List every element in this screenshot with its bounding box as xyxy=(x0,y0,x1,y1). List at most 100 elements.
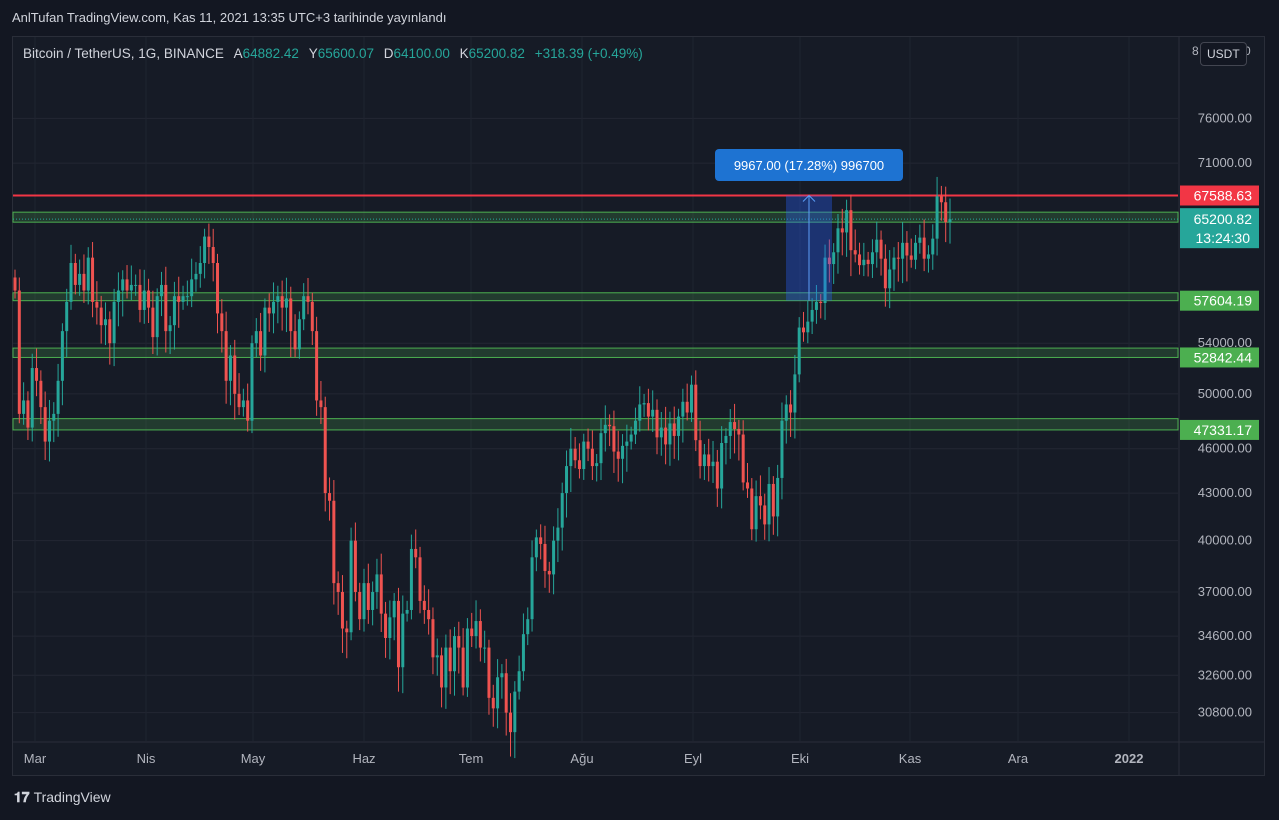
candle-body xyxy=(888,269,892,289)
zone-price-label: 47331.17 xyxy=(1194,422,1253,438)
candle-body xyxy=(875,239,879,253)
support-zone xyxy=(12,418,1179,431)
candle-body xyxy=(694,384,698,441)
candle-body xyxy=(362,583,366,620)
tradingview-logo-icon: 𝟏𝟕 xyxy=(14,789,30,805)
y-tick-label: 30800.00 xyxy=(1198,705,1252,720)
candle-body xyxy=(668,423,672,445)
support-zones xyxy=(12,194,1179,431)
candle-body xyxy=(392,600,396,618)
candle-body xyxy=(728,422,732,436)
candle-body xyxy=(422,600,426,610)
candle-body xyxy=(948,219,952,223)
candle-body xyxy=(599,433,603,464)
candle-body xyxy=(116,290,120,302)
candle-body xyxy=(340,591,344,629)
candle-body xyxy=(629,434,633,442)
candle-body xyxy=(858,254,862,266)
candle-body xyxy=(556,527,560,541)
candle-body xyxy=(349,540,353,633)
candle-body xyxy=(241,400,245,408)
candle-body xyxy=(651,409,655,417)
candle-body xyxy=(280,296,284,308)
candle-body xyxy=(121,279,125,291)
candle-body xyxy=(267,307,271,314)
candle-body xyxy=(435,655,439,658)
time-axis: Mar Nis May Haz Tem Ağu Eyl Eki Kas Ara 2022 xyxy=(24,751,1144,766)
candle-body xyxy=(198,262,202,274)
candle-body xyxy=(207,236,211,248)
candle-body xyxy=(810,309,814,322)
currency-unit-button[interactable]: USDT xyxy=(1200,42,1247,66)
candle-body xyxy=(332,500,336,584)
candle-body xyxy=(849,210,853,251)
candle-body xyxy=(474,621,478,637)
candle-body xyxy=(771,483,775,517)
candle-body xyxy=(642,403,646,405)
zone-price-label: 52842.44 xyxy=(1194,349,1253,365)
candle-body xyxy=(560,493,564,528)
candle-body xyxy=(905,242,909,256)
scale-cut-right: 0 xyxy=(1244,44,1251,58)
candle-body xyxy=(552,540,556,575)
footer-brand[interactable]: 𝟏𝟕 TradingView xyxy=(14,789,111,806)
zone-price-label-bg xyxy=(1180,419,1259,440)
candle-body xyxy=(284,298,288,308)
candle-body xyxy=(767,483,771,525)
candle-body xyxy=(52,413,56,421)
candle-body xyxy=(310,301,314,332)
candle-body xyxy=(931,238,935,255)
candle-body xyxy=(633,420,637,435)
candle-body xyxy=(845,210,849,233)
y-tick-label: 54000.00 xyxy=(1198,335,1252,350)
candle-body xyxy=(797,327,801,375)
candle-body xyxy=(711,461,715,467)
candle-body xyxy=(99,307,103,326)
candle-body xyxy=(181,296,185,302)
candle-body xyxy=(86,257,90,291)
close-value: 65200.82 xyxy=(468,46,525,61)
candle-body xyxy=(289,298,293,332)
change-value: +318.39 (+0.49%) xyxy=(534,46,643,61)
open-value: 64882.42 xyxy=(242,46,299,61)
candle-body xyxy=(250,343,254,421)
candle-body xyxy=(500,673,504,678)
candle-body xyxy=(655,409,659,438)
x-tick-label: Kas xyxy=(899,751,922,766)
candle-body xyxy=(345,628,349,633)
candle-body xyxy=(138,284,142,310)
candle-body xyxy=(17,290,21,414)
candle-body xyxy=(172,296,176,326)
candle-body xyxy=(168,325,172,332)
candle-body xyxy=(302,296,306,320)
candle-body xyxy=(586,441,590,449)
candle-body xyxy=(13,277,17,291)
candle-body xyxy=(689,384,693,413)
candle-body xyxy=(478,621,482,648)
candle-body xyxy=(470,628,474,637)
candle-body xyxy=(702,454,706,467)
candle-body xyxy=(883,258,887,289)
candle-body xyxy=(926,254,930,259)
candle-body xyxy=(418,557,422,601)
candle-body xyxy=(431,619,435,658)
candle-body xyxy=(211,247,215,263)
candle-body xyxy=(155,296,159,338)
low-label: D xyxy=(383,46,394,61)
candle-body xyxy=(901,242,905,259)
candle-body xyxy=(892,257,896,270)
open-label: A xyxy=(233,46,243,61)
candle-body xyxy=(504,673,508,713)
candle-body xyxy=(814,301,818,310)
candle-body xyxy=(151,307,155,338)
candle-body xyxy=(323,407,327,494)
candle-body xyxy=(720,442,724,489)
candle-body xyxy=(134,284,138,286)
y-tick-label: 46000.00 xyxy=(1198,441,1252,456)
candle-body xyxy=(276,296,280,302)
candle-body xyxy=(922,237,926,259)
candle-body xyxy=(646,403,650,417)
candle-body xyxy=(26,400,30,428)
candle-body xyxy=(293,331,297,350)
